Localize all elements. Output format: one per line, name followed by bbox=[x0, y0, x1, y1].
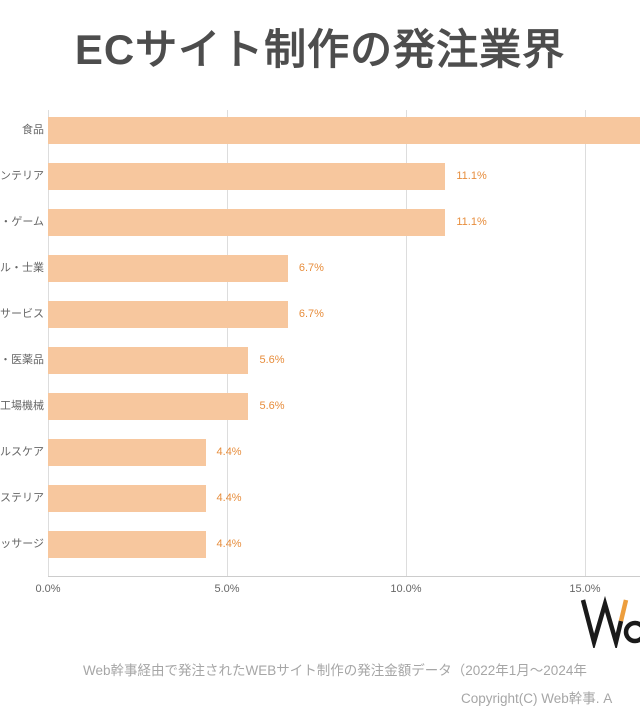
gridline bbox=[585, 110, 586, 576]
bar bbox=[48, 117, 640, 144]
category-label: ステリア bbox=[0, 492, 44, 504]
bar-value-label: 4.4% bbox=[216, 538, 242, 550]
bar-value-label: 6.7% bbox=[298, 262, 324, 274]
category-label: ンテリア bbox=[0, 170, 44, 182]
x-tick-label: 10.0% bbox=[390, 583, 422, 595]
bar-value-label: 5.6% bbox=[259, 354, 285, 366]
logo-w-accent-stroke bbox=[618, 599, 629, 622]
gridline bbox=[48, 110, 49, 576]
gridline bbox=[406, 110, 407, 576]
x-tick-label: 0.0% bbox=[35, 583, 61, 595]
category-label: 食品 bbox=[22, 124, 44, 136]
category-label: ・医薬品 bbox=[0, 354, 44, 366]
logo-o-glyph bbox=[623, 620, 640, 644]
bar-value-label: 11.1% bbox=[456, 216, 487, 228]
x-tick-label: 15.0% bbox=[569, 583, 601, 595]
category-label: ルスケア bbox=[0, 446, 44, 458]
category-label: サービス bbox=[0, 308, 44, 320]
x-axis-line bbox=[48, 576, 640, 577]
bar-value-label: 11.1% bbox=[456, 170, 487, 182]
web-kanji-logo bbox=[580, 595, 640, 648]
source-note: Web幹事経由で発注されたWEBサイト制作の発注金額データ（2022年1月～20… bbox=[83, 663, 587, 678]
bar bbox=[48, 347, 249, 374]
category-label: ル・士業 bbox=[0, 262, 44, 274]
bar bbox=[48, 393, 249, 420]
gridline bbox=[227, 110, 228, 576]
category-label: 工場機械 bbox=[0, 400, 44, 412]
bar-value-label: 5.6% bbox=[259, 400, 285, 412]
bar bbox=[48, 531, 206, 558]
logo-w-stroke bbox=[580, 595, 624, 648]
bar bbox=[48, 485, 206, 512]
bar bbox=[48, 255, 288, 282]
bar bbox=[48, 439, 206, 466]
page-title: ECサイト制作の発注業界 bbox=[74, 26, 566, 73]
bar bbox=[48, 163, 446, 190]
x-tick-label: 5.0% bbox=[214, 583, 240, 595]
category-label: ッサージ bbox=[0, 538, 44, 550]
copyright-text: Copyright(C) Web幹事. A bbox=[461, 691, 613, 706]
category-label: ・ゲーム bbox=[0, 216, 44, 228]
bar-value-label: 4.4% bbox=[216, 492, 242, 504]
bar-value-label: 4.4% bbox=[216, 446, 242, 458]
bar bbox=[48, 301, 288, 328]
bar-value-label: 6.7% bbox=[298, 308, 324, 320]
bar bbox=[48, 209, 446, 236]
